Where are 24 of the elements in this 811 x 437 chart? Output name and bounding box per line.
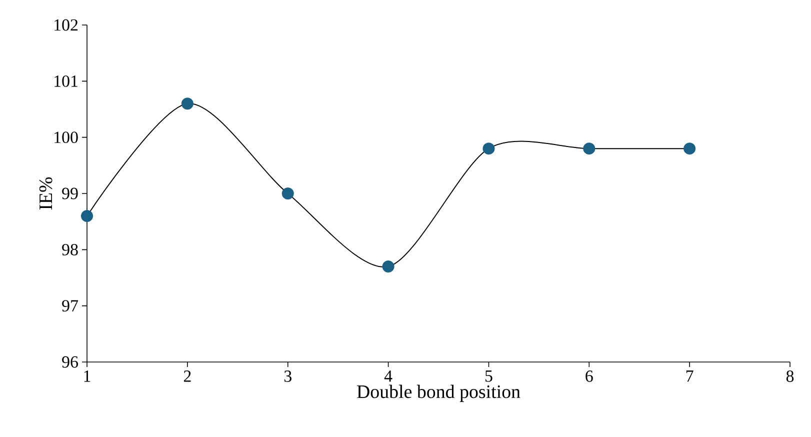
x-tick-label: 4 <box>384 370 392 382</box>
y-tick-label: 100 <box>54 132 78 144</box>
x-tick-label: 1 <box>84 370 90 382</box>
point <box>282 188 294 200</box>
y-tick-label: 101 <box>54 75 78 87</box>
y-tick-label: 102 <box>54 19 78 31</box>
x-tick-label: 8 <box>786 370 794 382</box>
point <box>684 142 696 155</box>
x-axis-title: Double bond position <box>357 384 520 402</box>
point <box>382 260 394 273</box>
y-axis-title: IE% <box>39 177 52 210</box>
point <box>81 210 93 222</box>
point <box>583 142 596 155</box>
point <box>482 142 495 155</box>
x-tick-label: 6 <box>586 370 593 382</box>
point <box>181 98 194 110</box>
x-tick-label: 5 <box>485 370 492 382</box>
y-tick-label: 98 <box>62 244 78 256</box>
x-tick-label: 7 <box>686 370 694 382</box>
x-tick-label: 2 <box>184 370 191 382</box>
y-tick-label: 96 <box>62 356 78 368</box>
x-tick-label: 3 <box>284 370 292 382</box>
y-tick-label: 99 <box>62 188 78 200</box>
y-tick-label: 97 <box>62 300 78 312</box>
